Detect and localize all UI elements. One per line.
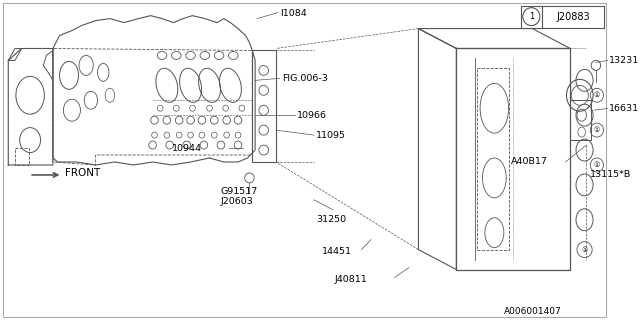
Text: 14451: 14451	[321, 247, 351, 256]
Text: 10944: 10944	[172, 144, 202, 153]
Text: FRONT: FRONT	[65, 168, 100, 178]
Text: 11095: 11095	[316, 131, 346, 140]
Text: 31250: 31250	[316, 215, 346, 224]
Text: G91517: G91517	[221, 188, 258, 196]
Text: 13231: 13231	[609, 56, 639, 65]
Text: 10966: 10966	[297, 111, 327, 120]
Text: 1: 1	[529, 12, 534, 21]
Text: J20603: J20603	[221, 197, 254, 206]
Text: 13115*B: 13115*B	[590, 171, 632, 180]
Text: J20883: J20883	[556, 12, 590, 22]
Text: A40B17: A40B17	[511, 157, 547, 166]
Text: A006001407: A006001407	[504, 307, 562, 316]
Text: 16631: 16631	[609, 104, 639, 113]
Text: FIG.006-3: FIG.006-3	[282, 74, 328, 83]
Text: ①: ①	[581, 247, 588, 252]
Text: I1084: I1084	[280, 9, 307, 18]
Text: ①: ①	[594, 127, 600, 133]
FancyBboxPatch shape	[521, 6, 605, 28]
Text: ①: ①	[594, 92, 600, 98]
Text: J40811: J40811	[335, 275, 367, 284]
Text: ①: ①	[594, 162, 600, 168]
